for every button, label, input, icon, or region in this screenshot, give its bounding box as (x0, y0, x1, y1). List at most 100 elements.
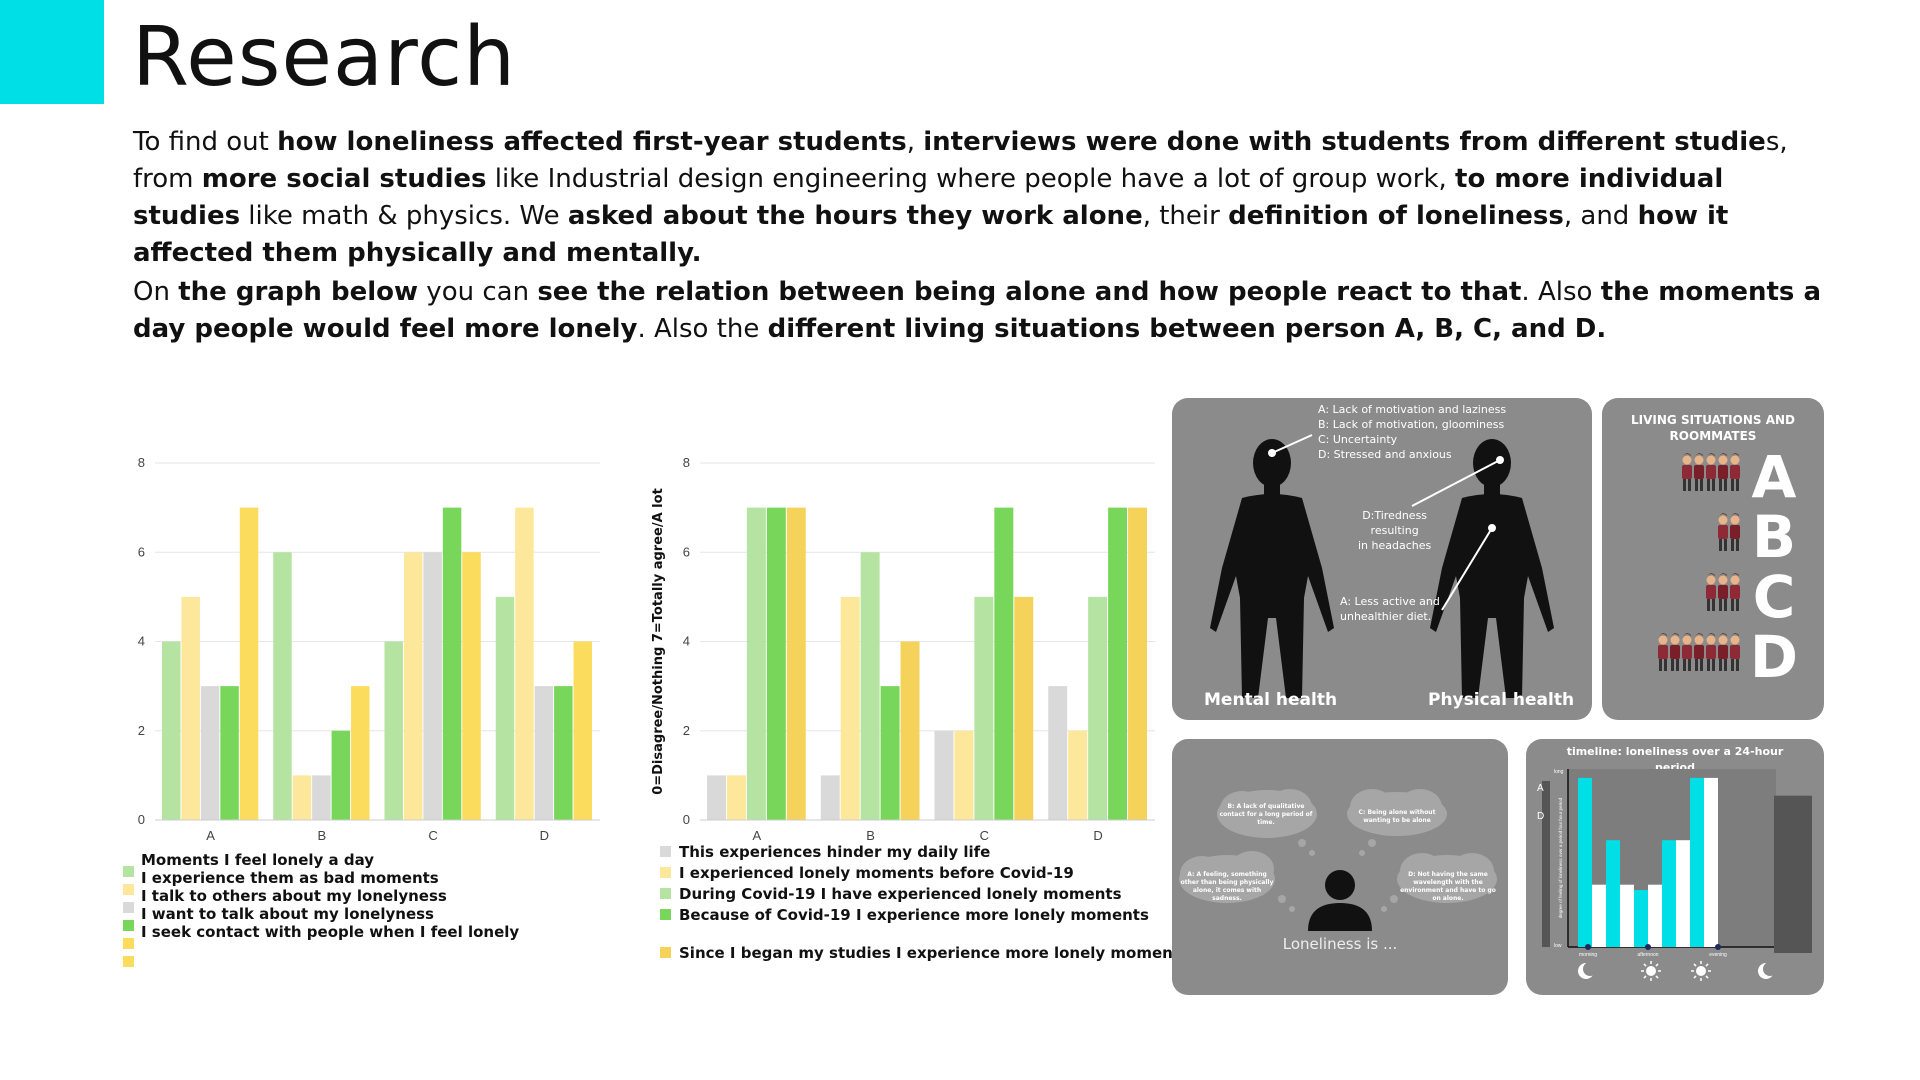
bar (200, 686, 220, 820)
timeline-bar-cyan (1606, 840, 1620, 947)
mental-health-label: Mental health (1204, 690, 1338, 710)
y-tick-label: 0 (683, 812, 690, 827)
bar (1068, 730, 1088, 820)
bar (726, 775, 746, 820)
left-dark-bar (1542, 781, 1550, 947)
x-tick-label: A (753, 828, 762, 843)
bar (1014, 596, 1034, 820)
person-figure (1706, 453, 1716, 491)
bar (820, 775, 840, 820)
living-title: LIVING SITUATIONS AND ROOMMATES (1631, 413, 1795, 443)
p1-run: more social studies (201, 164, 487, 194)
person-figure (1718, 453, 1728, 491)
bar (1088, 596, 1108, 820)
legend-label: During Covid-19 I have experienced lonel… (679, 885, 1122, 903)
p1-run: , and (1563, 201, 1638, 231)
living-letter: B (1752, 503, 1796, 571)
bar (403, 552, 423, 820)
x-marker (1715, 944, 1721, 950)
bar (573, 641, 592, 820)
bar (292, 775, 312, 820)
p1-run: like math & physics. We (240, 201, 568, 231)
p1-run: To find out (133, 127, 278, 157)
loneliness-caption: Loneliness is ... (1282, 935, 1398, 953)
person-figure (1718, 633, 1728, 671)
bar (860, 552, 880, 820)
bar (954, 730, 974, 820)
person-figure (1658, 633, 1668, 671)
legend-label: I experience them as bad moments (141, 869, 439, 887)
p2-run: see the relation between being alone and… (537, 277, 1522, 307)
person-figure (1706, 573, 1716, 611)
timeline-bar-dark (1774, 795, 1812, 953)
p2-run: . Also (1521, 277, 1601, 307)
living-letter: A (1752, 443, 1797, 511)
legend-label: I talk to others about my lonelyness (141, 887, 447, 905)
diet-note: A: Less active and unhealthier diet. (1340, 595, 1440, 623)
sun-icon (1641, 961, 1661, 981)
tiredness-note: D:Tiredness resulting in headaches (1358, 509, 1432, 552)
legend-item: During Covid-19 I have experienced lonel… (660, 885, 1189, 906)
timeline-bar-cyan (1634, 890, 1648, 947)
legend-swatch (123, 920, 134, 931)
y-tick-label: 6 (683, 544, 690, 559)
body-illustration (1210, 434, 1554, 698)
y-axis-label: 0=Disagree/Nothing 7=Totally agree/A lot (651, 488, 666, 795)
legend-label: I experienced lonely moments before Covi… (679, 864, 1074, 882)
timeline-bar-cyan (1578, 777, 1592, 947)
chart-lonely-moments: 0 2 4 6 8 A B C D (138, 455, 600, 843)
bar (273, 552, 292, 820)
y-tick-label: 0 (138, 812, 145, 827)
timeline-bar-white (1648, 884, 1662, 947)
moon-icon (1578, 962, 1597, 979)
cloud-c: C: Being alone without wanting to be alo… (1358, 809, 1436, 824)
person-figure (1730, 513, 1740, 551)
cloud-a: A: A feeling, something other than being… (1180, 871, 1274, 902)
legend-swatch (123, 938, 134, 949)
timeline-bar-white (1704, 777, 1718, 947)
panel-timeline: timeline: loneliness over a 24-hour peri… (1526, 739, 1824, 995)
moon-icon (1758, 962, 1777, 979)
bar (495, 596, 515, 820)
timeline-bar-cyan (1662, 840, 1676, 947)
y-tick-label: 4 (138, 634, 145, 649)
bar (312, 775, 331, 820)
x-tick-label: D (540, 828, 549, 843)
bar (707, 775, 726, 820)
timeline-bar-white (1676, 840, 1690, 947)
p1-run: asked about the hours they work alone (567, 201, 1143, 231)
y-tick-label: 8 (683, 455, 690, 470)
bar (974, 596, 994, 820)
p1-run: , (906, 127, 924, 157)
p1-run: how loneliness affected first-year stude… (277, 127, 907, 157)
bar (220, 686, 239, 820)
x-label: afternoon (1637, 952, 1658, 958)
cloud-b: B: A lack of qualitative contact for a l… (1219, 803, 1313, 826)
axis-letter: A (1537, 783, 1544, 794)
legend-label: Because of Covid-19 I experience more lo… (679, 906, 1149, 924)
p1-run: definition of loneliness (1228, 201, 1564, 231)
bar (534, 686, 554, 820)
legend-swatch (123, 866, 134, 877)
x-label: evening (1709, 952, 1727, 958)
legend-chart-2: This experiences hinder my daily life I e… (660, 843, 1189, 965)
person-icon (1308, 870, 1372, 931)
p1-run: how it affected them physically and ment… (133, 201, 1729, 268)
x-tick-label: D (1093, 828, 1102, 843)
p2-run: different living situations between pers… (767, 314, 1607, 344)
bar (880, 686, 900, 820)
legend-swatch (123, 956, 134, 967)
bar (462, 552, 481, 820)
bar (181, 596, 200, 820)
p1-run: , their (1142, 201, 1229, 231)
person-figure (1730, 453, 1740, 491)
bar (351, 686, 370, 820)
bar (554, 686, 573, 820)
legend-swatch (660, 867, 671, 878)
legend-item: Since I began my studies I experience mo… (660, 944, 1189, 965)
person-figure (1682, 633, 1692, 671)
living-letter: C (1753, 563, 1796, 631)
p2-run: the graph below (178, 277, 419, 307)
y-tick-label: 4 (683, 634, 690, 649)
